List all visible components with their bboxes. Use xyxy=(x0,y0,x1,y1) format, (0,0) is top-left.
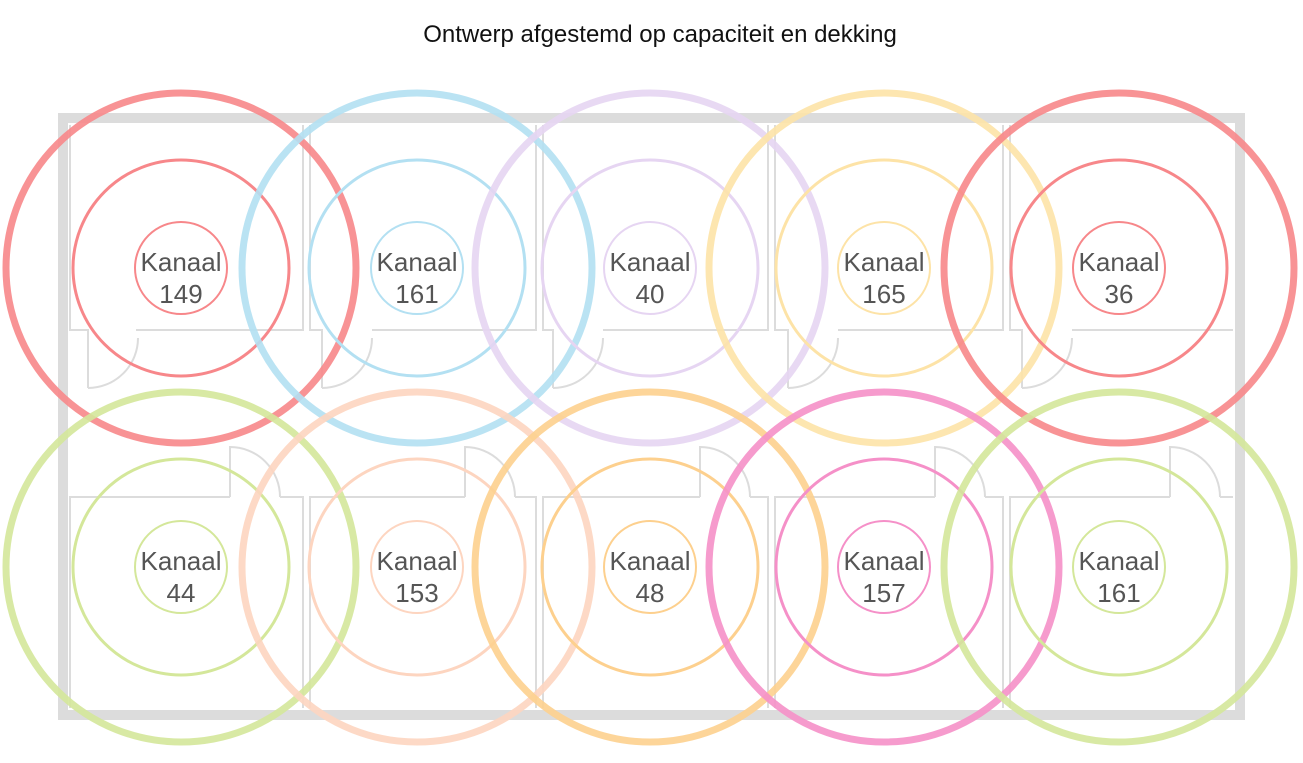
node-label: Kanaal xyxy=(844,546,925,576)
channel-number: 157 xyxy=(862,578,905,608)
capacity-ring xyxy=(774,158,994,378)
channel-number: 48 xyxy=(636,578,665,608)
node-label: Kanaal xyxy=(141,247,222,277)
access-point xyxy=(603,520,697,614)
capacity-ring xyxy=(1009,457,1229,677)
coverage-ring xyxy=(2,388,360,746)
coverage-ring xyxy=(471,89,829,447)
coverage-ring xyxy=(940,388,1298,746)
node-label: Kanaal xyxy=(844,247,925,277)
channel-number: 36 xyxy=(1105,279,1134,309)
channel-number: 161 xyxy=(1097,578,1140,608)
access-point xyxy=(134,520,228,614)
channel-number: 165 xyxy=(862,279,905,309)
access-point xyxy=(370,221,464,315)
coverage-ring xyxy=(471,388,829,746)
capacity-ring xyxy=(307,158,527,378)
coverage-ring xyxy=(705,89,1063,447)
access-point xyxy=(1072,520,1166,614)
access-point xyxy=(370,520,464,614)
access-points: Kanaal149Kanaal161Kanaal40Kanaal165Kanaa… xyxy=(2,89,1298,746)
node-label: Kanaal xyxy=(610,546,691,576)
capacity-ring xyxy=(540,158,760,378)
node-label: Kanaal xyxy=(141,546,222,576)
coverage-ring xyxy=(705,388,1063,746)
node-label: Kanaal xyxy=(1079,247,1160,277)
coverage-ring xyxy=(238,89,596,447)
coverage-ring xyxy=(940,89,1298,447)
node-label: Kanaal xyxy=(377,546,458,576)
node-label: Kanaal xyxy=(377,247,458,277)
capacity-ring xyxy=(307,457,527,677)
capacity-ring xyxy=(540,457,760,677)
access-point xyxy=(603,221,697,315)
capacity-ring xyxy=(774,457,994,677)
channel-number: 40 xyxy=(636,279,665,309)
node-label: Kanaal xyxy=(610,247,691,277)
channel-number: 153 xyxy=(395,578,438,608)
access-point xyxy=(1072,221,1166,315)
capacity-ring xyxy=(71,457,291,677)
access-point xyxy=(837,520,931,614)
floor-plan xyxy=(58,113,1245,720)
access-point xyxy=(837,221,931,315)
channel-number: 161 xyxy=(395,279,438,309)
title: Ontwerp afgestemd op capaciteit en dekki… xyxy=(423,21,897,48)
coverage-ring xyxy=(2,89,360,447)
coverage-ring xyxy=(238,388,596,746)
channel-number: 44 xyxy=(167,578,196,608)
capacity-ring xyxy=(1009,158,1229,378)
capacity-ring xyxy=(71,158,291,378)
access-point xyxy=(134,221,228,315)
channel-number: 149 xyxy=(159,279,202,309)
node-label: Kanaal xyxy=(1079,546,1160,576)
